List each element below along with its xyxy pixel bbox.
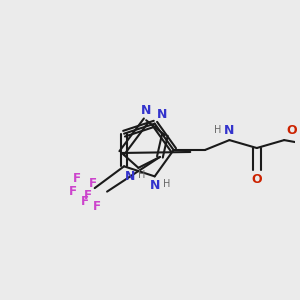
Text: O: O: [251, 173, 262, 186]
Text: H: H: [163, 179, 170, 189]
Text: F: F: [89, 177, 98, 190]
Text: N: N: [125, 170, 136, 183]
Text: F: F: [69, 184, 77, 198]
Text: H: H: [214, 125, 222, 135]
Text: F: F: [73, 172, 81, 185]
Text: F: F: [83, 189, 92, 202]
Text: H: H: [138, 170, 146, 180]
Text: O: O: [286, 124, 297, 137]
Text: F: F: [81, 196, 89, 208]
Text: N: N: [157, 108, 167, 121]
Text: N: N: [141, 104, 152, 117]
Text: F: F: [93, 200, 101, 213]
Text: N: N: [149, 179, 160, 192]
Text: N: N: [224, 124, 235, 137]
